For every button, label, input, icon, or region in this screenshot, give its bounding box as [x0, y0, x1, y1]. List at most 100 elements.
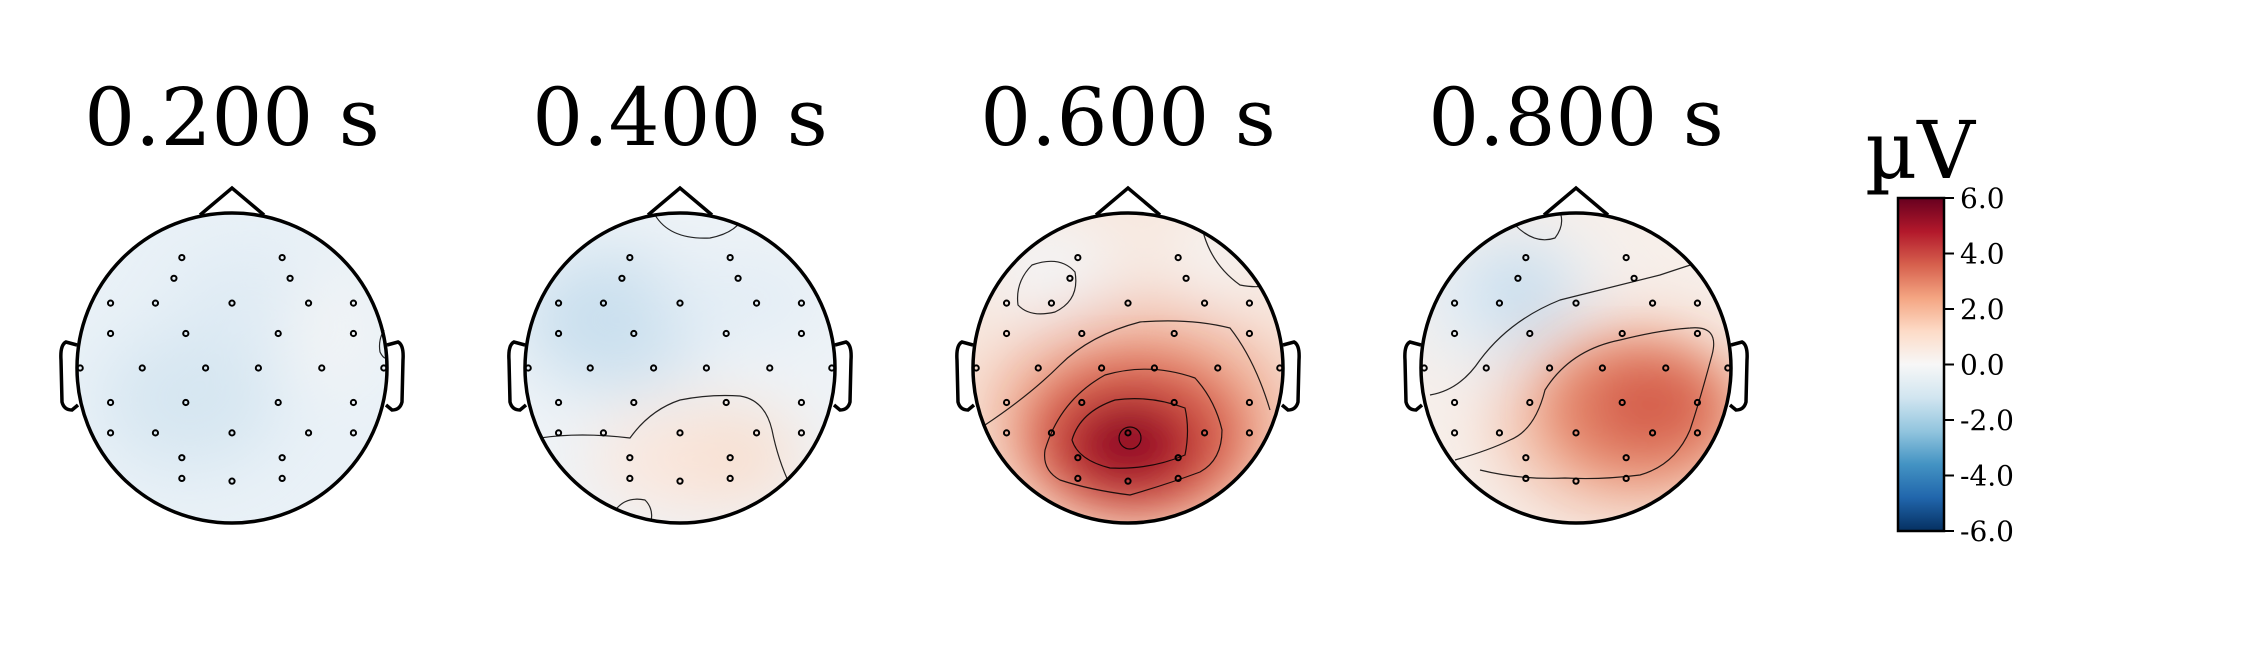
sensor-marker — [1150, 364, 1159, 372]
sensor-marker — [1002, 398, 1011, 407]
sensor-marker — [1693, 398, 1702, 407]
sensor-marker — [797, 398, 806, 407]
sensor-marker — [1693, 429, 1702, 437]
sensor-marker — [278, 454, 286, 462]
sensor-marker — [76, 364, 84, 372]
topomap-field-2 — [525, 213, 835, 523]
sensor-marker — [106, 398, 115, 407]
sensor-marker — [1074, 254, 1082, 262]
sensor-marker — [1002, 299, 1011, 307]
sensor-marker — [170, 274, 178, 282]
sensor-marker — [182, 329, 190, 338]
sensor-marker — [380, 364, 388, 372]
sensor-marker — [304, 299, 313, 307]
colorbar-gradient — [1896, 196, 1946, 533]
sensor-marker — [106, 329, 115, 338]
colorbar-tick-label: 6.0 — [1960, 182, 2005, 215]
sensor-marker — [106, 299, 115, 307]
sensor-marker — [1420, 364, 1428, 372]
sensor-marker — [676, 429, 684, 437]
sensor-marker — [554, 329, 563, 338]
sensor-marker — [722, 329, 730, 338]
sensor-marker — [626, 474, 634, 482]
sensor-marker — [1276, 364, 1284, 372]
sensor-marker — [1526, 398, 1534, 407]
sensor-marker — [138, 364, 146, 372]
sensor-marker — [178, 474, 186, 482]
sensor-marker — [1245, 398, 1254, 407]
sensor-marker — [1693, 299, 1702, 307]
sensor-marker — [1124, 299, 1132, 307]
sensor-marker — [1450, 398, 1459, 407]
sensor-marker — [1200, 429, 1209, 437]
panel-title-4: 0.800 s — [1428, 71, 1724, 164]
sensor-marker — [278, 254, 286, 262]
sensor-marker — [676, 299, 684, 307]
sensor-marker — [797, 429, 806, 437]
sensor-marker — [1522, 454, 1530, 462]
sensor-marker — [1047, 429, 1056, 437]
sensor-marker — [734, 274, 742, 282]
sensor-marker — [1450, 429, 1459, 437]
colorbar-tick-label: 2.0 — [1960, 293, 2005, 326]
sensor-marker — [599, 429, 608, 437]
sensor-marker — [1245, 329, 1254, 338]
sensor-marker — [630, 398, 638, 407]
sensor-marker — [1170, 398, 1178, 407]
sensor-marker — [722, 398, 730, 407]
sensor-marker — [1662, 364, 1670, 372]
sensor-marker — [304, 429, 313, 437]
sensor-marker — [752, 429, 761, 437]
sensor-marker — [828, 364, 836, 372]
sensor-marker — [1170, 329, 1178, 338]
sensor-marker — [106, 429, 115, 437]
sensor-marker — [1047, 299, 1056, 307]
topomap-panel-3: 0.600 s — [955, 71, 1301, 525]
sensor-marker — [630, 329, 638, 338]
sensor-marker — [1648, 429, 1657, 437]
sensor-marker — [228, 477, 236, 485]
sensor-marker — [1078, 329, 1086, 338]
sensor-marker — [599, 299, 608, 307]
sensor-marker — [1182, 274, 1190, 282]
sensor-marker — [349, 299, 358, 307]
sensor-marker — [254, 364, 262, 372]
sensor-marker — [554, 299, 563, 307]
colorbar: µV 6.0 4.0 2.0 0.0 -2.0 -4.0 -6.0 — [1865, 104, 2014, 548]
panel-title-3: 0.600 s — [980, 71, 1276, 164]
sensor-marker — [1495, 299, 1504, 307]
sensor-marker — [151, 429, 160, 437]
sensor-marker — [726, 454, 734, 462]
sensor-marker — [1174, 254, 1182, 262]
sensor-marker — [274, 329, 282, 338]
sensor-marker — [182, 398, 190, 407]
sensor-marker — [726, 254, 734, 262]
sensor-marker — [349, 398, 358, 407]
sensor-marker — [1200, 299, 1209, 307]
sensor-marker — [1526, 329, 1534, 338]
colorbar-tick-label: -6.0 — [1960, 515, 2014, 548]
sensor-marker — [650, 364, 658, 372]
topomap-field-4 — [1421, 213, 1731, 523]
topomap-field-3 — [973, 213, 1283, 523]
topomap-panel-1: 0.200 s — [59, 71, 405, 525]
colorbar-ticks: 6.0 4.0 2.0 0.0 -2.0 -4.0 -6.0 — [1944, 182, 2014, 548]
topomap-panel-2: 0.400 s — [507, 71, 853, 525]
sensor-marker — [1124, 429, 1132, 437]
sensor-marker — [1174, 454, 1182, 462]
sensor-marker — [1648, 299, 1657, 307]
sensor-marker — [1622, 254, 1630, 262]
sensor-markers — [76, 254, 1732, 485]
colorbar-tick-label: -4.0 — [1960, 460, 2014, 493]
sensor-marker — [1002, 329, 1011, 338]
sensor-marker — [1245, 429, 1254, 437]
sensor-marker — [1572, 429, 1580, 437]
colorbar-tick-label: -2.0 — [1960, 404, 2014, 437]
sensor-marker — [1622, 454, 1630, 462]
sensor-marker — [1078, 398, 1086, 407]
colorbar-tick-label: 4.0 — [1960, 238, 2005, 271]
sensor-marker — [228, 299, 236, 307]
sensor-marker — [1514, 274, 1522, 282]
sensor-marker — [1572, 299, 1580, 307]
